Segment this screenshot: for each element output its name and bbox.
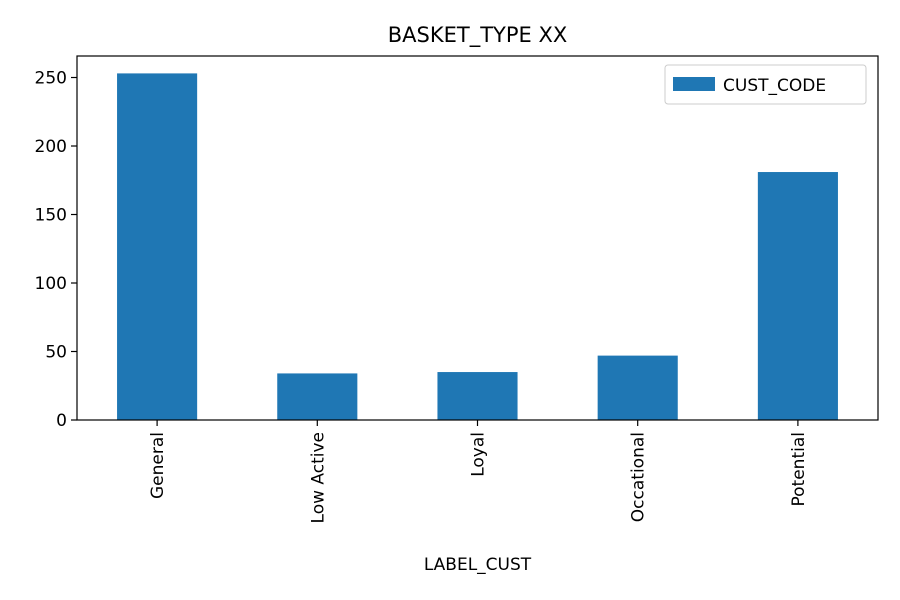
y-tick-label: 100 bbox=[35, 274, 67, 294]
bar-general bbox=[117, 73, 198, 421]
legend-label: CUST_CODE bbox=[723, 76, 826, 96]
bar-low-active bbox=[277, 373, 358, 420]
plot-frame bbox=[76, 55, 879, 421]
x-tick-label: Low Active bbox=[308, 432, 328, 523]
y-tick-label: 250 bbox=[35, 69, 67, 89]
bar-potential bbox=[757, 172, 838, 420]
y-tick-label: 0 bbox=[56, 411, 67, 431]
x-tick-label: Loyal bbox=[469, 432, 489, 477]
x-axis: General Low Active Loyal Occational Potentia… bbox=[148, 420, 809, 523]
x-tick-label: General bbox=[148, 432, 168, 499]
y-tick-label: 200 bbox=[35, 137, 67, 157]
y-tick-label: 50 bbox=[45, 343, 67, 363]
x-tick-label: Occational bbox=[629, 432, 649, 522]
legend: CUST_CODE bbox=[664, 64, 867, 105]
x-axis-label: LABEL_CUST bbox=[424, 555, 532, 575]
y-tick-label: 150 bbox=[35, 206, 67, 226]
y-axis: 0 50 100 150 200 250 bbox=[35, 69, 77, 431]
chart-title: BASKET_TYPE XX bbox=[388, 23, 568, 48]
bar-loyal bbox=[437, 372, 518, 420]
legend-swatch bbox=[673, 77, 715, 91]
bar-occational bbox=[597, 355, 678, 420]
legend-box bbox=[664, 64, 867, 105]
bars-group bbox=[117, 73, 838, 421]
x-tick-label: Potential bbox=[789, 432, 809, 506]
